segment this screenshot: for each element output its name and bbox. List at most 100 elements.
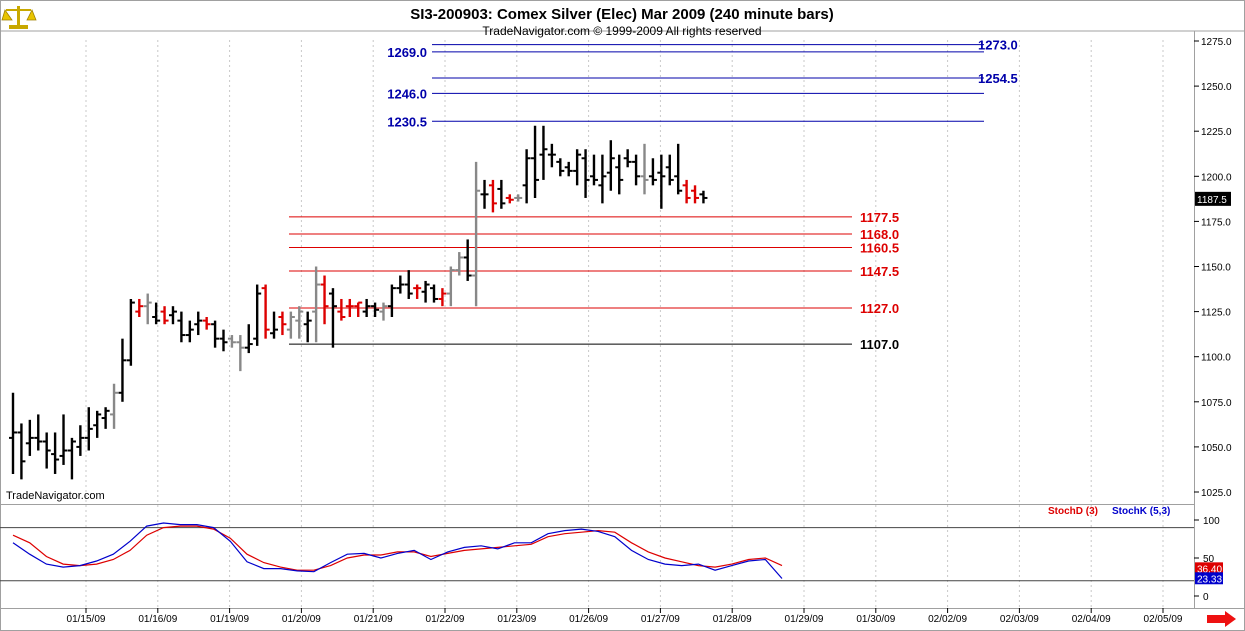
- x-tick-label: 01/30/09: [856, 614, 895, 625]
- ohlc-bar: [531, 125, 540, 198]
- stochD-line: [12, 525, 783, 571]
- ohlc-bar: [59, 414, 68, 465]
- ohlc-bar: [219, 329, 228, 352]
- support-label: 1147.5: [860, 264, 899, 279]
- ohlc-bar: [463, 239, 472, 281]
- right-arrow-icon[interactable]: [1207, 611, 1236, 627]
- ohlc-bar: [337, 298, 346, 321]
- x-tick-label: 02/04/09: [1072, 614, 1111, 625]
- ohlc-bar: [438, 288, 447, 307]
- ohlc-bar: [379, 302, 388, 321]
- ohlc-bar: [446, 266, 455, 307]
- ohlc-bar: [421, 280, 430, 303]
- x-tick-label: 01/19/09: [210, 614, 249, 625]
- ohlc-bar: [110, 383, 119, 429]
- x-tick-label: 01/16/09: [138, 614, 177, 625]
- ohlc-bar: [194, 311, 203, 336]
- stoch-tick-label: 100: [1203, 516, 1220, 527]
- ohlc-bar: [455, 252, 464, 276]
- ohlc-bar: [581, 149, 590, 198]
- stochD-value-label: 36.40: [1197, 564, 1222, 575]
- y-tick-label: 1125.0: [1201, 308, 1231, 319]
- ohlc-bar: [270, 311, 279, 339]
- resistance-label: 1273.0: [978, 38, 1018, 53]
- ohlc-bar: [505, 194, 514, 204]
- price-axis: 1025.0 1050.0 1075.0 1100.0 1125.0 1150.0 1175…: [1048, 37, 1232, 603]
- legend-stochK: StochK (5,3): [1112, 506, 1170, 517]
- ohlc-bar: [34, 414, 43, 451]
- y-tick-label: 1275.0: [1201, 37, 1232, 48]
- legend-stochD: StochD (3): [1048, 506, 1098, 517]
- grid: [85, 40, 1164, 608]
- ohlc-bar: [573, 149, 582, 186]
- x-tick-label: 02/02/09: [928, 614, 967, 625]
- ohlc-bar: [278, 311, 287, 336]
- stochD-value-badge: [1195, 562, 1223, 575]
- last-price-badge: [1195, 191, 1231, 206]
- ohlc-bar: [396, 275, 405, 294]
- y-tick-label: 1050.0: [1201, 443, 1232, 454]
- ohlc-bar: [9, 392, 17, 474]
- ohlc-bar: [101, 407, 110, 429]
- ohlc-bar: [699, 190, 708, 204]
- ohlc-bar: [691, 185, 700, 204]
- support-label: 1127.0: [860, 301, 899, 316]
- support-label: 1160.5: [860, 241, 899, 256]
- ohlc-bar: [253, 284, 262, 346]
- ohlc-bar: [328, 288, 337, 348]
- price-panel: [9, 44, 984, 480]
- ohlc-bar: [51, 432, 60, 474]
- ohlc-bar: [211, 320, 220, 348]
- ohlc-bar: [177, 311, 186, 343]
- ohlc-bar: [648, 158, 657, 186]
- x-tick-label: 01/15/09: [67, 614, 106, 625]
- ohlc-bar: [17, 423, 26, 480]
- ohlc-bar: [152, 302, 161, 325]
- ohlc-bar: [185, 320, 194, 343]
- ohlc-bar: [640, 143, 649, 195]
- ohlc-bar: [657, 154, 666, 209]
- ohlc-bar: [160, 306, 169, 325]
- stochK-value-label: 23.33: [1197, 574, 1222, 585]
- ohlc-bar: [665, 154, 674, 186]
- stoch-tick-label: 50: [1203, 554, 1215, 565]
- y-tick-label: 1200.0: [1201, 172, 1232, 183]
- ohlc-bar: [261, 284, 270, 339]
- ohlc-bar: [556, 158, 565, 177]
- resistance-label: 1254.5: [978, 71, 1018, 86]
- ohlc-bar: [404, 270, 413, 299]
- ohlc-bar: [539, 125, 548, 180]
- ohlc-bar: [522, 149, 531, 204]
- x-tick-label: 01/23/09: [497, 614, 536, 625]
- y-tick-label: 1025.0: [1201, 488, 1232, 499]
- x-tick-label: 01/28/09: [713, 614, 752, 625]
- ohlc-bar: [480, 179, 489, 209]
- scales-icon[interactable]: [1, 6, 37, 29]
- watermark-text: TradeNavigator.com: [6, 490, 105, 502]
- ohlc-bar: [413, 284, 422, 299]
- ohlc-bar: [362, 298, 371, 318]
- ohlc-bar: [430, 284, 438, 303]
- resistance-label: 1230.5: [387, 114, 427, 129]
- support-label: 1168.0: [860, 227, 899, 242]
- x-tick-label: 01/22/09: [426, 614, 465, 625]
- ohlc-bar: [312, 266, 321, 343]
- ohlc-bar: [615, 154, 624, 195]
- ohlc-bar: [598, 154, 607, 204]
- y-tick-label: 1100.0: [1201, 353, 1231, 364]
- ohlc-bar: [674, 143, 683, 195]
- level-labels: 1273.0 1269.0 1254.5 1246.0 1230.5 1177.5 1168…: [387, 38, 1018, 352]
- x-tick-label: 02/05/09: [1144, 614, 1183, 625]
- resistance-label: 1269.0: [387, 45, 427, 60]
- ohlc-bar: [202, 317, 211, 330]
- y-tick-label: 1175.0: [1201, 217, 1231, 228]
- ohlc-bar: [143, 293, 152, 325]
- y-tick-label: 1150.0: [1201, 263, 1231, 274]
- ohlc-bar: [76, 425, 85, 456]
- ohlc-bar: [564, 161, 573, 177]
- stochastic-panel: [0, 522, 1194, 582]
- ohlc-bar: [42, 432, 51, 469]
- ohlc-bar: [135, 298, 144, 318]
- stochK-value-badge: [1195, 572, 1223, 585]
